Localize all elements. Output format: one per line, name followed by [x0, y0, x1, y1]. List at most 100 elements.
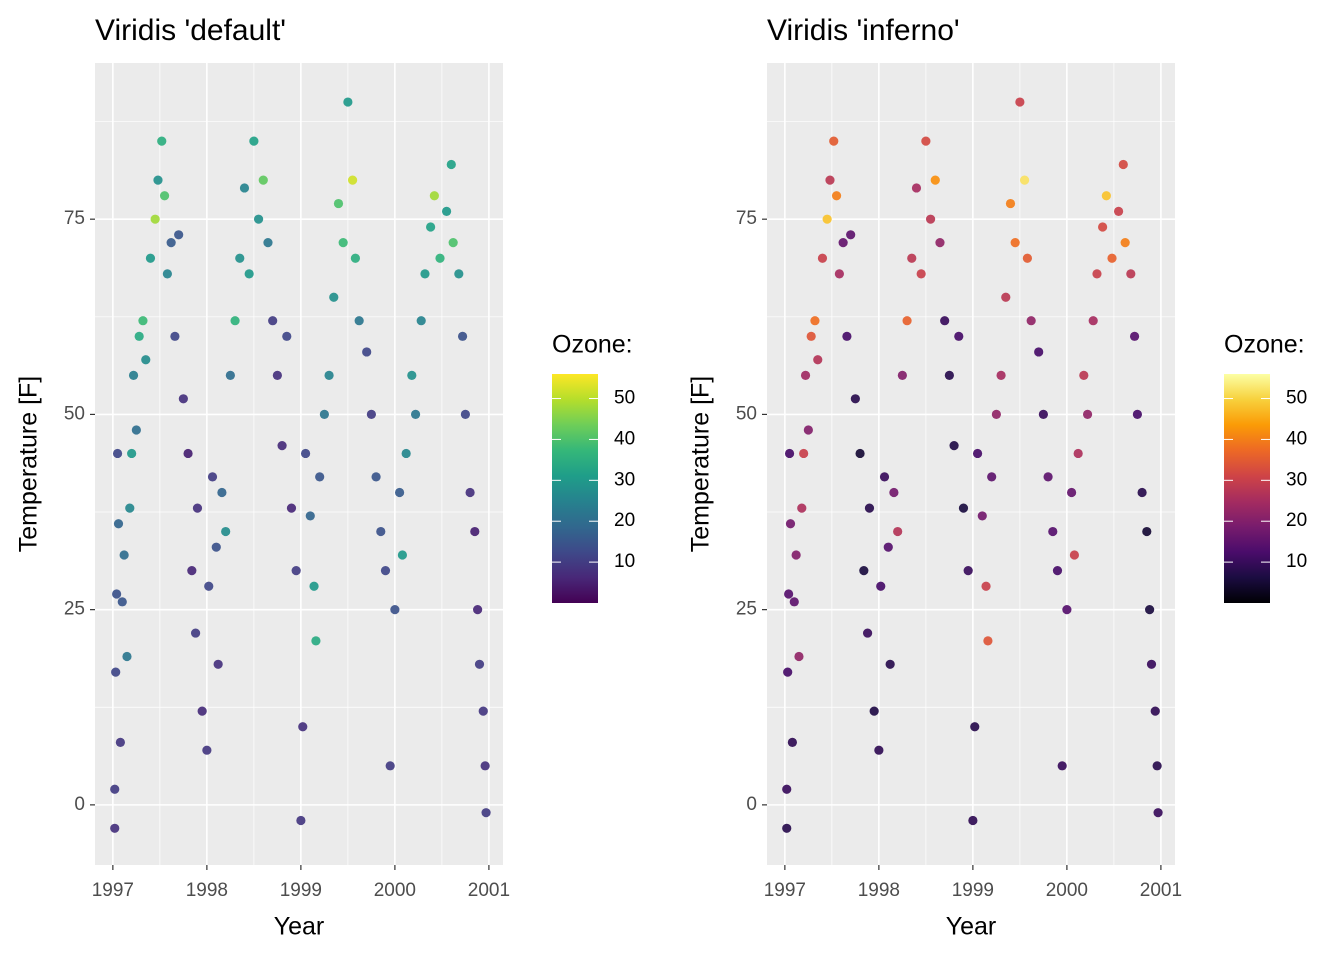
data-point: [362, 347, 372, 357]
data-point: [935, 238, 945, 248]
data-point: [783, 667, 793, 677]
data-point: [1038, 409, 1048, 420]
data-point: [286, 503, 297, 513]
data-point: [813, 355, 823, 365]
data-point: [333, 198, 344, 209]
data-point: [1098, 222, 1108, 232]
data-point: [930, 175, 940, 185]
data-point: [846, 230, 856, 240]
data-point: [480, 761, 490, 771]
data-point: [897, 370, 907, 380]
data-point: [949, 441, 959, 451]
data-point: [842, 331, 852, 341]
data-point: [970, 722, 980, 732]
data-point: [874, 745, 884, 755]
data-point: [983, 636, 993, 646]
data-point: [981, 581, 991, 591]
data-point: [446, 159, 456, 170]
data-point: [127, 448, 137, 459]
data-point: [343, 97, 353, 107]
data-point: [376, 526, 386, 537]
data-point: [1069, 550, 1080, 560]
data-point: [385, 761, 395, 771]
data-point: [263, 238, 273, 248]
data-point: [115, 737, 125, 747]
data-point: [272, 370, 282, 380]
data-point: [1005, 198, 1016, 209]
data-point: [371, 472, 381, 482]
data-point: [825, 175, 835, 185]
data-point: [1126, 269, 1136, 279]
data-point: [166, 238, 176, 248]
data-point: [473, 605, 483, 615]
data-point: [838, 238, 848, 248]
data-point: [782, 784, 792, 794]
data-point: [441, 206, 452, 216]
data-point: [435, 253, 445, 263]
colorbar-tick-label: 40: [1286, 428, 1307, 449]
data-point: [1022, 253, 1033, 263]
data-point: [968, 815, 978, 826]
data-point: [213, 659, 223, 669]
y-tick-label: 0: [74, 794, 85, 815]
data-point: [1132, 409, 1142, 420]
data-point: [850, 394, 860, 404]
data-point: [1034, 347, 1044, 357]
data-point: [134, 331, 144, 341]
x-tick-label: 1997: [92, 880, 134, 901]
data-point: [117, 597, 127, 607]
data-point: [110, 784, 120, 794]
data-point: [170, 331, 180, 341]
data-point: [390, 605, 400, 615]
data-point: [394, 487, 405, 498]
data-point: [1079, 370, 1089, 380]
data-point: [794, 651, 804, 662]
x-tick-label: 1998: [186, 880, 228, 901]
data-point: [258, 175, 268, 185]
data-point: [296, 815, 306, 826]
x-tick-label: 1999: [952, 880, 994, 901]
data-point: [1107, 253, 1117, 263]
data-point: [829, 136, 839, 146]
data-point: [859, 565, 869, 576]
data-point: [1118, 159, 1128, 170]
data-point: [864, 503, 875, 513]
data-point: [817, 253, 828, 263]
data-point: [972, 448, 983, 459]
data-point: [410, 409, 421, 420]
y-tick-label: 0: [746, 794, 757, 815]
data-point: [221, 526, 231, 537]
data-point: [987, 472, 997, 482]
data-point: [1137, 487, 1147, 498]
data-point: [138, 316, 148, 326]
legend-title: Ozone:: [552, 331, 633, 359]
data-point: [925, 214, 936, 224]
data-point: [305, 511, 315, 521]
y-tick-label: 25: [64, 599, 85, 620]
colorbar-tick-label: 10: [614, 551, 635, 572]
data-point: [810, 316, 820, 326]
data-point: [329, 292, 339, 302]
data-point: [869, 706, 879, 716]
y-tick-label: 50: [64, 403, 85, 424]
data-point: [1120, 238, 1130, 248]
x-tick-label: 1998: [858, 880, 900, 901]
data-point: [338, 238, 348, 248]
data-point: [211, 542, 221, 552]
colorbar-tick-label: 20: [614, 510, 635, 531]
data-point: [187, 565, 197, 576]
y-tick-label: 25: [736, 599, 757, 620]
data-point: [347, 175, 358, 185]
x-tick-label: 1997: [764, 880, 806, 901]
colorbar-tick-label: 20: [1286, 510, 1307, 531]
data-point: [1150, 706, 1160, 716]
data-point: [141, 355, 151, 365]
data-point: [113, 519, 124, 529]
data-point: [902, 316, 912, 326]
data-point: [1015, 97, 1025, 107]
data-point: [862, 628, 873, 638]
data-point: [162, 269, 172, 279]
data-point: [401, 448, 411, 459]
data-point: [785, 519, 796, 529]
data-point: [879, 472, 890, 482]
